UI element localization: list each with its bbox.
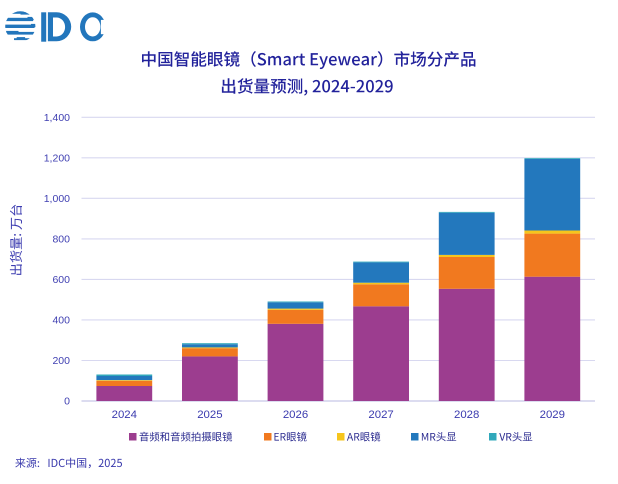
svg-text:2027: 2027 bbox=[368, 409, 393, 421]
svg-text:200: 200 bbox=[52, 355, 70, 367]
svg-text:1,400: 1,400 bbox=[44, 112, 70, 124]
svg-text:2024: 2024 bbox=[112, 409, 137, 421]
svg-text:2026: 2026 bbox=[283, 409, 308, 421]
svg-text:2029: 2029 bbox=[540, 409, 565, 421]
svg-text:2028: 2028 bbox=[454, 409, 479, 421]
svg-text:1,200: 1,200 bbox=[44, 153, 70, 165]
svg-text:1,000: 1,000 bbox=[44, 193, 70, 205]
svg-text:2025: 2025 bbox=[197, 409, 222, 421]
svg-text:400: 400 bbox=[52, 315, 70, 327]
svg-text:600: 600 bbox=[52, 274, 70, 286]
svg-text:800: 800 bbox=[52, 234, 70, 246]
svg-text:0: 0 bbox=[64, 396, 70, 408]
